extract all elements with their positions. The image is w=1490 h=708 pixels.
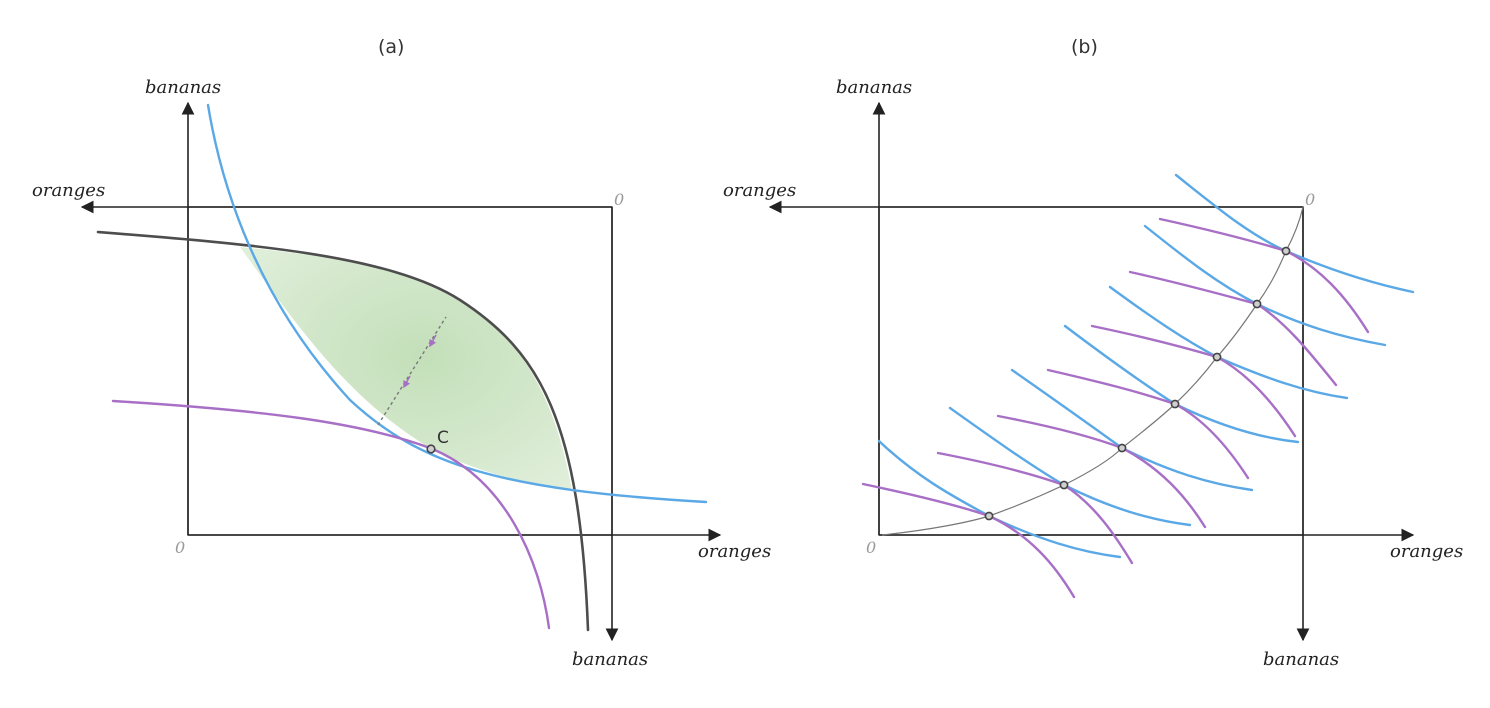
- indifference-curve-blue-a: [206, 103, 708, 504]
- label-b-origin-bottom: 0: [866, 538, 876, 557]
- trade-arrow-1: [403, 375, 411, 389]
- tangency-points: [984, 246, 1291, 521]
- label-b-oranges-bottom: oranges: [1390, 541, 1463, 562]
- indifference-curve-dark: [96, 230, 590, 632]
- label-a-origin-top: 0: [614, 190, 624, 209]
- point-c-marker: [426, 444, 436, 454]
- panel-a: (a) C bananas oranges 0 0 oranges banana…: [32, 36, 771, 670]
- blue-curve-4: [1063, 324, 1300, 444]
- tangency-point-3: [1117, 443, 1127, 453]
- tangency-point-2: [1059, 480, 1069, 490]
- contract-curve: [881, 206, 1304, 536]
- tangency-point-6: [1252, 299, 1262, 309]
- mutual-gain-lens: [240, 247, 572, 491]
- label-a-bananas-top: bananas: [145, 77, 221, 98]
- label-a-oranges-bottom: oranges: [698, 541, 771, 562]
- blue-curve-3: [1010, 368, 1254, 492]
- label-a-origin-bottom: 0: [175, 538, 185, 557]
- tangency-point-4: [1170, 399, 1180, 409]
- point-c-label: C: [437, 428, 449, 448]
- purple-curve-7: [1158, 217, 1370, 334]
- tangency-point-1: [984, 511, 994, 521]
- tangency-point-5: [1212, 352, 1222, 362]
- blue-curve-2: [948, 406, 1192, 527]
- purple-indifference-curves: [861, 217, 1370, 599]
- purple-curve-1: [861, 482, 1076, 599]
- trade-arrow-2: [429, 334, 437, 348]
- blue-indifference-curves: [877, 173, 1415, 559]
- panel-b: (b): [723, 36, 1463, 670]
- label-b-bananas-top: bananas: [836, 77, 912, 98]
- label-b-origin-top: 0: [1305, 190, 1315, 209]
- tangency-point-7: [1281, 246, 1291, 256]
- panel-a-title: (a): [378, 36, 404, 58]
- label-b-oranges-left: oranges: [723, 180, 796, 201]
- label-b-bananas-bottom: bananas: [1263, 649, 1339, 670]
- label-a-bananas-bottom: bananas: [572, 649, 648, 670]
- label-a-oranges-left: oranges: [32, 180, 105, 201]
- panel-b-title: (b): [1071, 36, 1098, 58]
